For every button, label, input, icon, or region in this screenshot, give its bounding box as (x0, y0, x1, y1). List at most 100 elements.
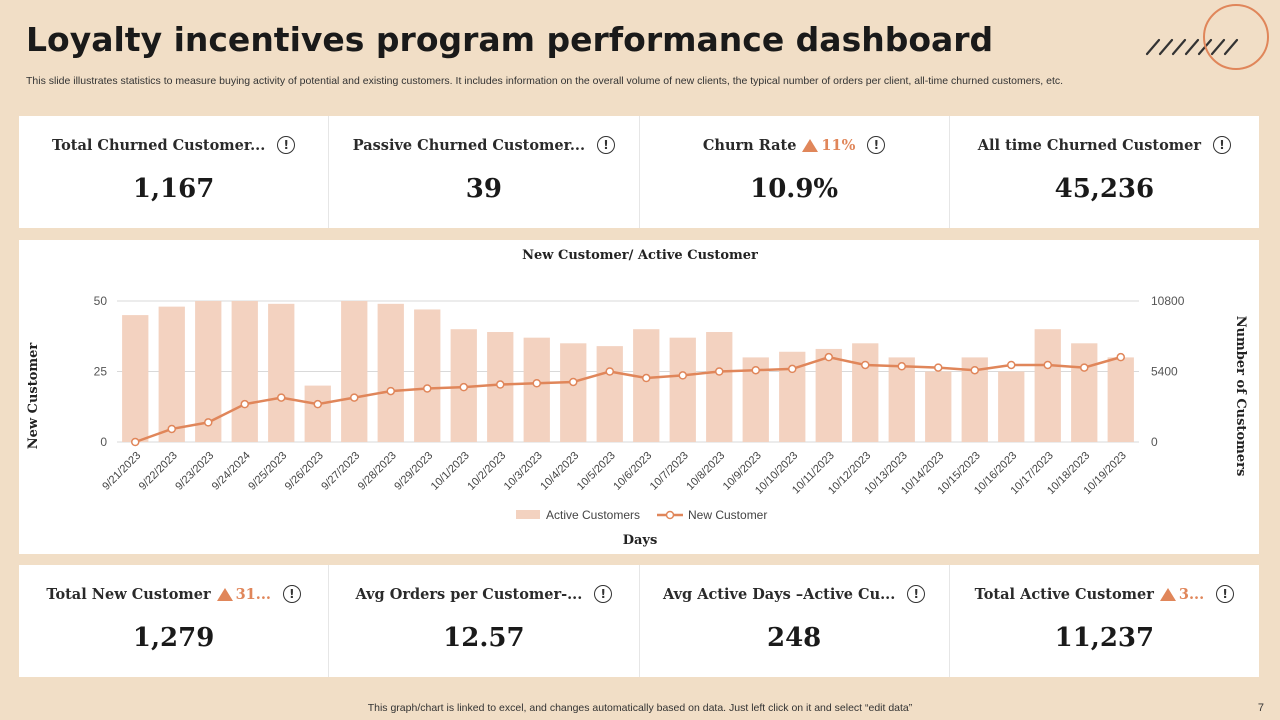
point-new-customer[interactable] (569, 377, 578, 387)
kpi-label: Passive Churned Customer... (352, 136, 586, 154)
kpi-trend: 31... (235, 585, 271, 603)
bar-active-customers[interactable] (1107, 357, 1134, 442)
info-icon[interactable]: ! (277, 136, 296, 154)
info-icon[interactable]: ! (867, 136, 886, 154)
kpi-value: 45,236 (1054, 174, 1155, 204)
x-tick-label: 9/23/2023 (173, 450, 216, 493)
info-icon[interactable]: ! (1216, 585, 1235, 603)
point-new-customer[interactable] (715, 367, 724, 376)
point-new-customer[interactable] (167, 424, 176, 434)
bar-active-customers[interactable] (122, 315, 149, 442)
point-new-customer[interactable] (459, 382, 468, 392)
point-new-customer[interactable] (496, 380, 505, 389)
bar-active-customers[interactable] (706, 332, 733, 442)
kpi-value: 1,167 (132, 174, 215, 204)
decorative-circle-icon (1203, 4, 1269, 70)
bar-active-customers[interactable] (1034, 329, 1061, 442)
bar-active-customers[interactable] (304, 385, 331, 442)
point-new-customer[interactable] (131, 437, 140, 447)
bar-active-customers[interactable] (414, 309, 441, 442)
info-icon[interactable]: ! (597, 136, 616, 154)
point-new-customer[interactable] (824, 352, 833, 362)
chart-title: New Customer/ Active Customer (522, 248, 758, 263)
kpi-label: All time Churned Customer (977, 136, 1201, 154)
point-new-customer[interactable] (970, 365, 979, 375)
point-new-customer[interactable] (204, 418, 213, 427)
bar-active-customers[interactable] (231, 301, 258, 442)
info-icon[interactable]: ! (594, 585, 613, 603)
trend-up-icon (1159, 587, 1176, 601)
kpi-value: 39 (465, 174, 502, 204)
point-new-customer[interactable] (605, 367, 614, 376)
x-tick-label: 10/3/2023 (502, 450, 545, 493)
bar-active-customers[interactable] (888, 357, 915, 442)
kpi-value: 10.9% (750, 174, 839, 204)
x-tick-label: 9/21/2023 (100, 450, 143, 493)
point-new-customer[interactable] (934, 363, 943, 372)
info-icon[interactable]: ! (282, 585, 301, 603)
y2-tick-label: 10800 (1151, 294, 1185, 308)
info-icon[interactable]: ! (1212, 136, 1231, 154)
point-new-customer[interactable] (350, 393, 359, 402)
kpi-trend: 11% (821, 136, 856, 154)
point-new-customer[interactable] (386, 386, 395, 396)
legend-label-active: Active Customers (546, 508, 640, 522)
info-icon[interactable]: ! (907, 585, 926, 603)
point-new-customer[interactable] (240, 399, 249, 409)
x-tick-label: 9/26/2023 (283, 450, 326, 493)
x-tick-label: 10/1/2023 (429, 450, 472, 493)
kpi-label: Churn Rate (702, 136, 797, 154)
bar-active-customers[interactable] (998, 371, 1025, 443)
kpi-trend: 3... (1178, 585, 1205, 603)
kpi-value: 248 (766, 623, 822, 653)
point-new-customer[interactable] (313, 399, 322, 409)
point-new-customer[interactable] (277, 393, 286, 402)
bar-active-customers[interactable] (852, 343, 879, 442)
point-new-customer[interactable] (1043, 360, 1052, 370)
bar-active-customers[interactable] (523, 337, 550, 442)
x-tick-label: 10/7/2023 (648, 450, 691, 493)
point-new-customer[interactable] (532, 379, 541, 388)
bar-active-customers[interactable] (925, 371, 952, 443)
y-tick-label: 0 (100, 435, 107, 449)
bar-active-customers[interactable] (377, 303, 404, 442)
point-new-customer[interactable] (1116, 352, 1125, 362)
bar-active-customers[interactable] (560, 343, 587, 442)
kpi-value: 1,279 (132, 623, 215, 653)
bar-active-customers[interactable] (158, 306, 185, 442)
chart-panel: New Customer/ Active Customer 0 25 50 0 540… (19, 240, 1259, 554)
x-tick-label: 9/27/2023 (319, 450, 362, 493)
x-tick-label: 9/28/2023 (356, 450, 399, 493)
point-new-customer[interactable] (788, 364, 797, 374)
y2-axis-title: Number of Customers (1233, 316, 1248, 477)
footer-note: This graph/chart is linked to excel, and… (367, 702, 913, 714)
y2-tick-label: 5400 (1151, 365, 1178, 379)
kpi-label: Total Churned Customer... (51, 136, 266, 154)
point-new-customer[interactable] (678, 371, 687, 380)
x-tick-label: 9/24/2024 (210, 450, 253, 493)
point-new-customer[interactable] (423, 384, 432, 393)
kpi-card-total-new: Total New Customer 31... ! 1,279 (19, 565, 330, 677)
kpi-label: Total New Customer (46, 585, 211, 603)
point-new-customer[interactable] (861, 360, 870, 370)
bar-active-customers[interactable] (341, 301, 368, 442)
bar-active-customers[interactable] (1071, 343, 1098, 442)
x-tick-label: 9/22/2023 (137, 450, 180, 493)
kpi-card-total-churned: Total Churned Customer... ! 1,167 (19, 116, 330, 228)
bar-active-customers[interactable] (669, 337, 696, 442)
x-tick-label: 10/4/2023 (538, 450, 581, 493)
x-axis-title: Days (623, 533, 658, 548)
point-new-customer[interactable] (897, 362, 906, 371)
bar-active-customers[interactable] (596, 346, 623, 442)
chart-legend: Active Customers New Customer (516, 508, 767, 522)
combo-chart[interactable]: New Customer/ Active Customer 0 25 50 0 540… (19, 240, 1259, 554)
kpi-card-all-time-churned: All time Churned Customer ! 45,236 (950, 116, 1259, 228)
bar-active-customers[interactable] (633, 329, 660, 442)
point-new-customer[interactable] (1007, 360, 1016, 370)
kpi-card-avg-active-days: Avg Active Days –Active Cu... ! 248 (640, 565, 950, 677)
bar-active-customers[interactable] (815, 348, 842, 442)
point-new-customer[interactable] (751, 365, 760, 375)
bar-active-customers[interactable] (268, 303, 295, 442)
point-new-customer[interactable] (1080, 363, 1089, 372)
point-new-customer[interactable] (642, 373, 651, 383)
